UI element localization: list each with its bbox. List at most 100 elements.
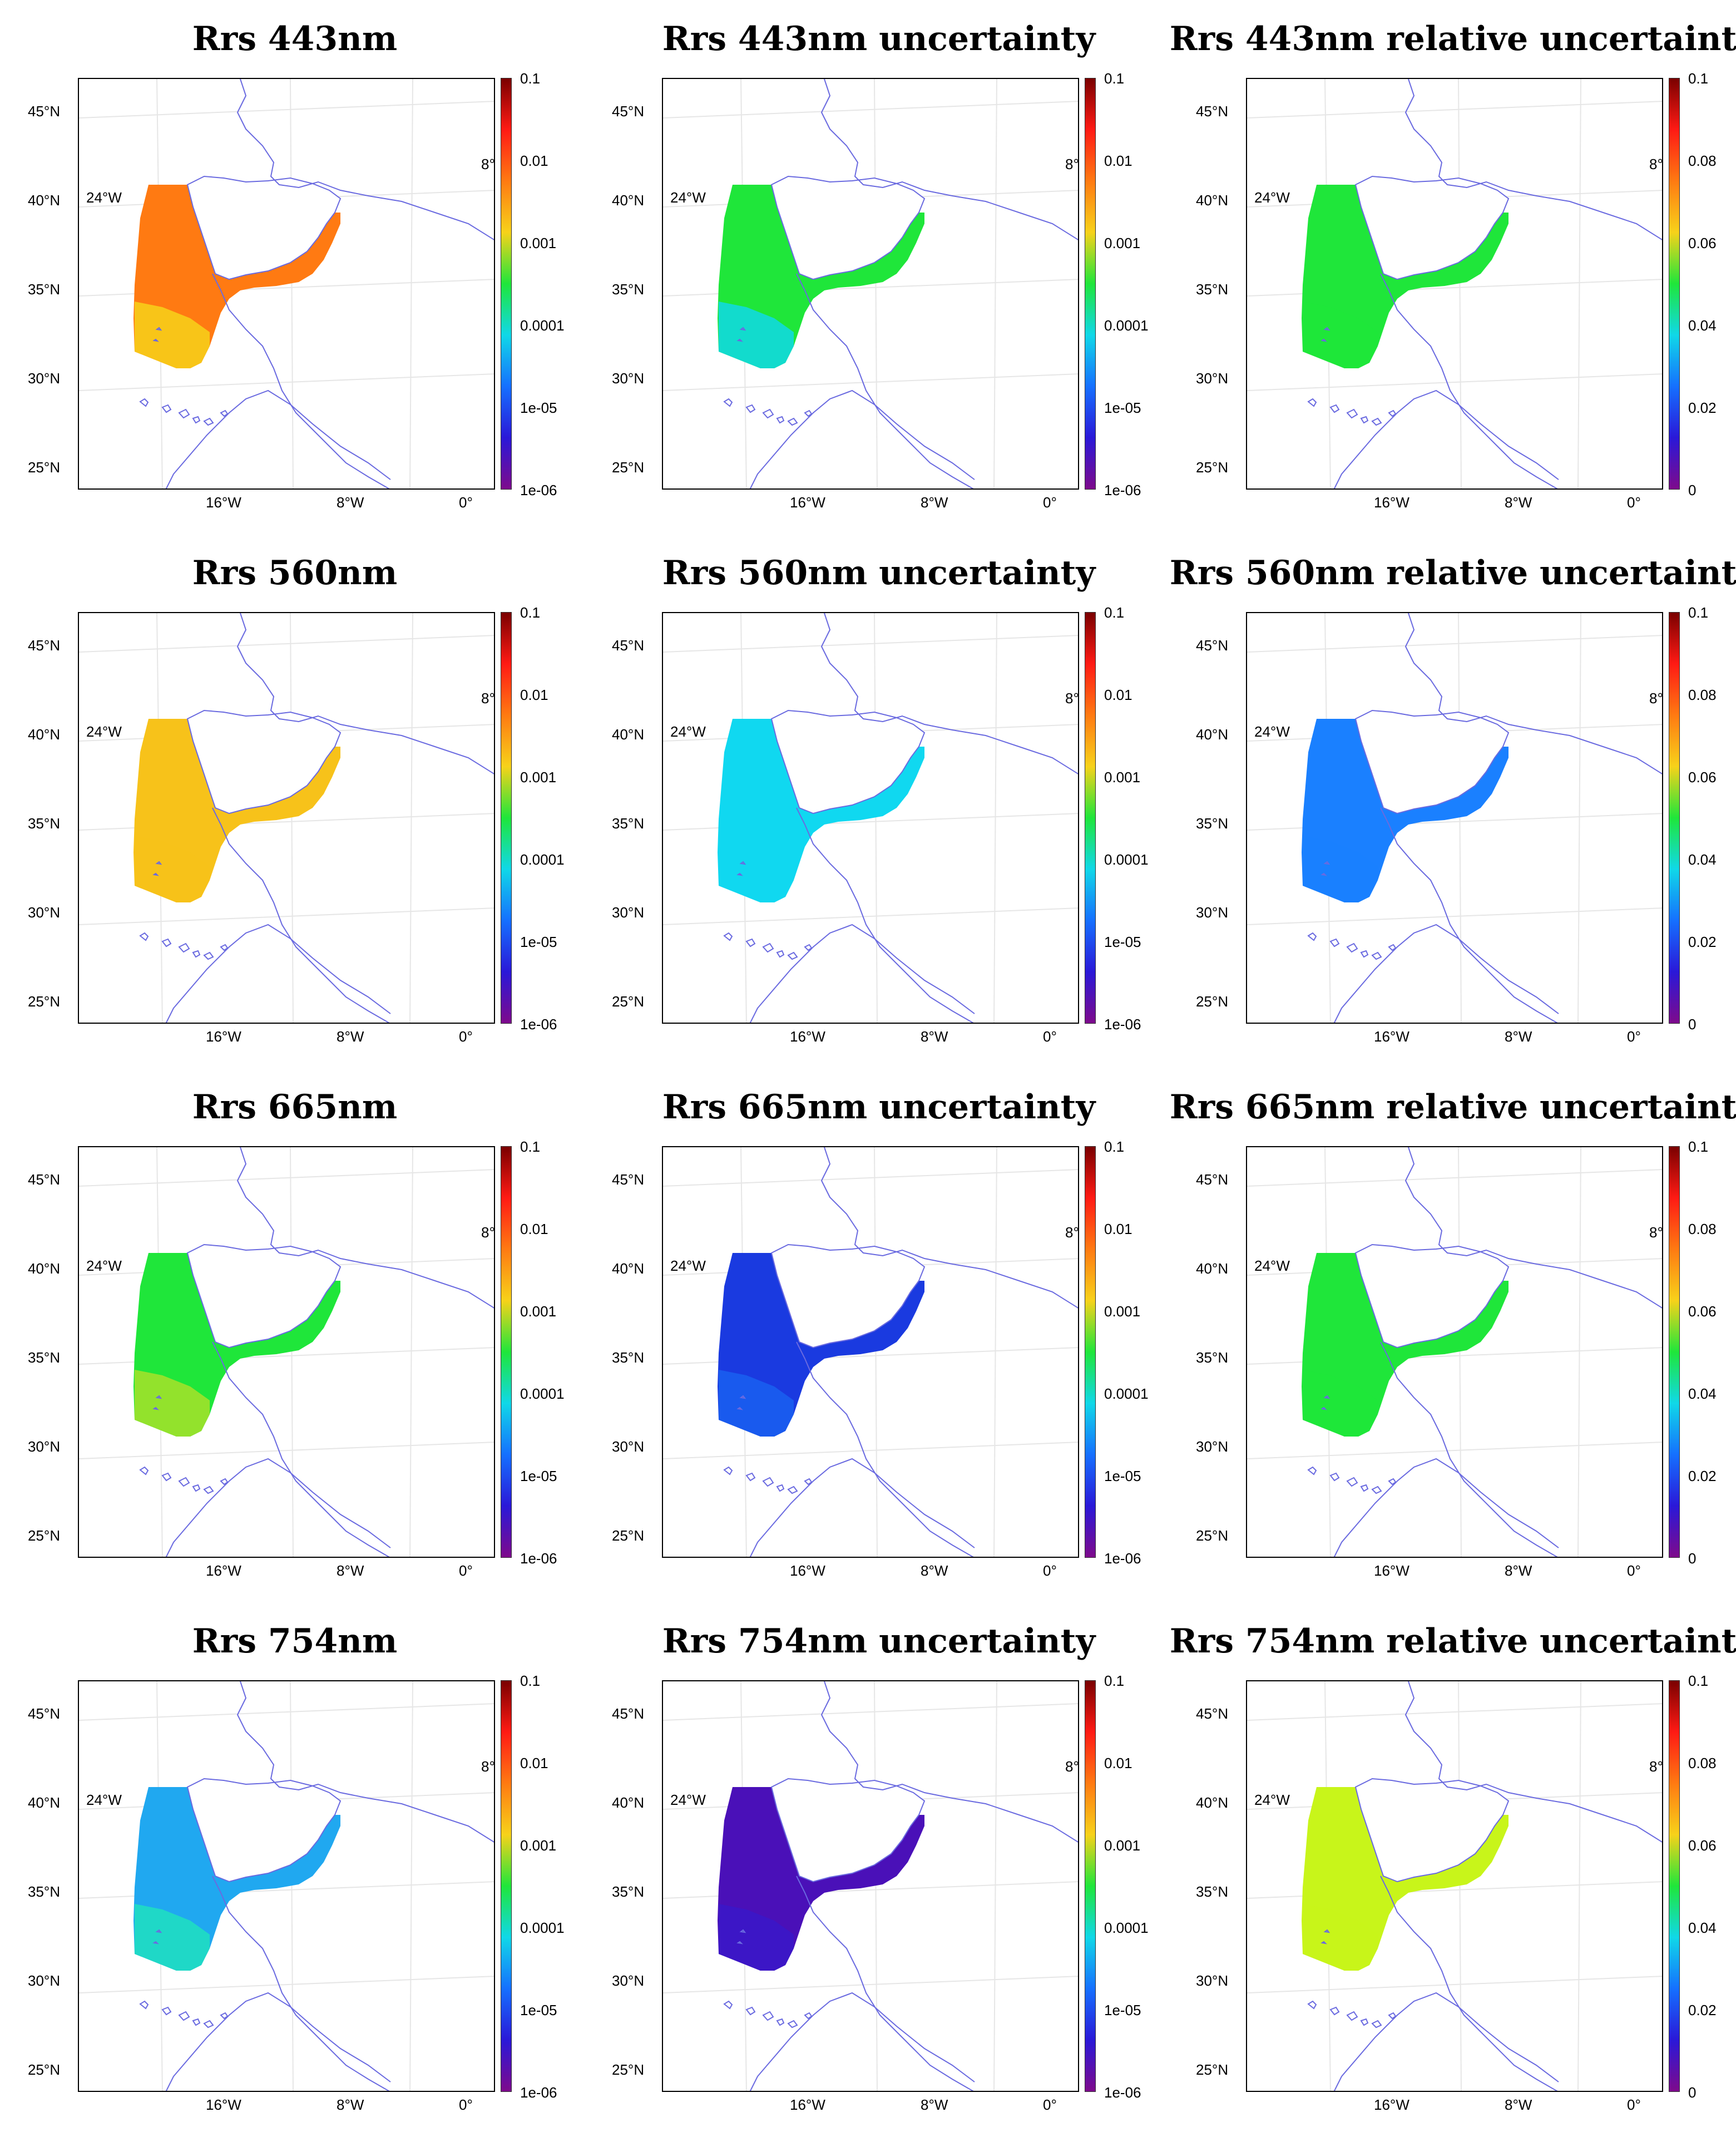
latitude-label: 45°N — [1196, 1171, 1229, 1188]
island-outline — [762, 942, 774, 953]
longitude-label: 16°W — [790, 2096, 825, 2113]
colorbar-tick-label: 1e-06 — [1104, 2084, 1141, 2101]
latitude-label: 30°N — [1196, 1972, 1229, 1989]
island-outline — [762, 2011, 774, 2021]
panel-title: Rrs 560nm uncertainty — [662, 554, 1096, 593]
coastline — [165, 389, 391, 488]
colorbar-tick-label: 0.0001 — [520, 1919, 565, 1936]
longitude-label-inset: 24°W — [670, 1257, 706, 1274]
coastline — [212, 1876, 390, 2091]
island-outline — [1371, 417, 1382, 426]
colorbar-tick-label: 0.001 — [520, 769, 557, 786]
island-outline — [745, 938, 756, 947]
colorbar — [1669, 1146, 1680, 1558]
island-outline — [1388, 944, 1397, 951]
longitude-label: 16°W — [790, 1028, 825, 1045]
coastline — [820, 1147, 1078, 1309]
longitude-label: 0° — [1627, 1028, 1641, 1045]
island-outline — [776, 950, 785, 958]
island-outline — [787, 951, 798, 960]
latitude-label: 45°N — [28, 1705, 61, 1722]
map-frame — [1246, 1146, 1663, 1558]
island-outline — [804, 2012, 813, 2020]
latitude-label: 30°N — [1196, 370, 1229, 387]
island-outline — [139, 932, 149, 941]
island-outline — [1360, 2018, 1369, 2026]
longitude-label: 0° — [1043, 1562, 1057, 1579]
island-outline — [739, 1929, 746, 1933]
colorbar-tick-label: 0.08 — [1688, 152, 1717, 169]
colorbar-tick-label: 1e-06 — [1104, 1016, 1141, 1033]
island-outline — [739, 327, 746, 331]
island-outline — [152, 338, 159, 342]
coastline — [1404, 79, 1662, 240]
longitude-label-inset: 24°W — [1254, 1791, 1290, 1808]
longitude-label: 8°W — [921, 2096, 948, 2113]
island-outline — [139, 2000, 149, 2010]
colorbar-tick-label: 0.1 — [520, 604, 541, 621]
longitude-label-inset: 8° — [481, 1758, 495, 1775]
water-product-gradient — [719, 302, 794, 368]
colorbar-tick-label: 0.08 — [1688, 687, 1717, 703]
island-outline — [1320, 1406, 1327, 1410]
colorbar-tick-label: 0.0001 — [520, 317, 565, 334]
latitude-label: 40°N — [1196, 1260, 1229, 1277]
island-outline — [739, 1395, 746, 1399]
colorbar-tick-label: 1e-05 — [520, 934, 557, 950]
coastline — [749, 389, 975, 488]
longitude-label: 0° — [1043, 2096, 1057, 2113]
island-outline — [203, 951, 214, 960]
colorbar-tick-label: 1e-06 — [520, 1016, 557, 1033]
map-panel: Rrs 443nm 45°N 40°N 35°N 30°N 25°N 16°W 8°W 0° 24… — [17, 6, 573, 523]
panel-title: Rrs 754nm relative uncertainty — [1169, 1622, 1736, 1661]
coastline — [749, 1992, 975, 2091]
island-outline — [178, 2011, 190, 2021]
island-outline — [723, 398, 733, 407]
island-outline — [203, 2020, 214, 2029]
longitude-label-inset: 8° — [1649, 690, 1663, 707]
water-product-gradient — [719, 1370, 794, 1437]
panel-title: Rrs 443nm uncertainty — [662, 19, 1096, 58]
colorbar-tick-label: 0.06 — [1688, 1303, 1717, 1320]
map-panel: Rrs 754nm uncertainty 45°N 40°N 35°N 30°N 25°… — [601, 1608, 1157, 2125]
latitude-label: 40°N — [1196, 192, 1229, 209]
longitude-label: 8°W — [1505, 1562, 1532, 1579]
island-outline — [745, 404, 756, 413]
latitude-label: 30°N — [28, 1438, 61, 1455]
longitude-label-inset: 24°W — [670, 723, 706, 740]
island-outline — [1323, 861, 1331, 865]
water-product-gradient — [719, 836, 794, 902]
island-outline — [1346, 1477, 1358, 1487]
island-outline — [1307, 1466, 1317, 1475]
latitude-label: 40°N — [612, 1794, 645, 1811]
latitude-label: 45°N — [28, 1171, 61, 1188]
iberia-land — [1354, 1243, 1510, 1349]
colorbar-tick-label: 1e-05 — [1104, 1468, 1141, 1484]
colorbar — [1669, 78, 1680, 490]
latitude-label: 30°N — [612, 1438, 645, 1455]
island-outline — [787, 2020, 798, 2029]
latitude-label: 35°N — [28, 1883, 61, 1900]
island-outline — [1329, 938, 1340, 947]
island-outline — [178, 408, 190, 419]
island-outline — [1307, 932, 1317, 941]
colorbar-tick-label: 0.1 — [520, 1138, 541, 1155]
latitude-label: 35°N — [1196, 815, 1229, 832]
longitude-label: 8°W — [337, 494, 364, 511]
longitude-label: 16°W — [206, 1562, 241, 1579]
island-outline — [203, 417, 214, 426]
colorbar-tick-label: 1e-05 — [520, 2002, 557, 2018]
coastline — [236, 79, 494, 240]
latitude-label: 45°N — [1196, 1705, 1229, 1722]
water-product-gradient — [135, 1904, 210, 1971]
iberia-land — [770, 709, 926, 815]
colorbar-tick-label: 0.01 — [520, 1755, 548, 1771]
island-outline — [1329, 404, 1340, 413]
island-outline — [1346, 2011, 1358, 2021]
colorbar — [501, 612, 512, 1024]
island-outline — [723, 932, 733, 941]
latitude-label: 35°N — [612, 1883, 645, 1900]
latitude-label: 30°N — [28, 904, 61, 921]
colorbar-tick-label: 1e-06 — [1104, 1550, 1141, 1567]
latitude-label: 35°N — [1196, 1883, 1229, 1900]
